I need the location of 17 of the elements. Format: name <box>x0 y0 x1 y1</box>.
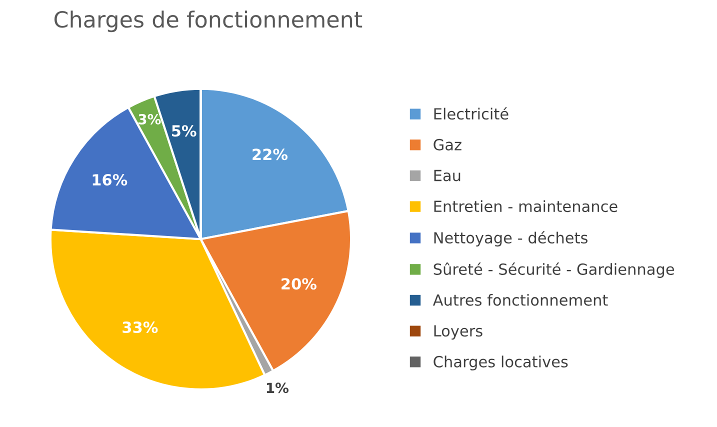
data-label: 22% <box>252 148 288 160</box>
legend-label: Autres fonctionnement <box>432 294 608 306</box>
chart-title: Charges de fonctionnement <box>54 10 362 32</box>
legend-label: Entretien - maintenance <box>434 200 618 212</box>
data-label: 20% <box>282 278 316 290</box>
data-label: 5% <box>172 125 196 137</box>
legend-label: Gaz <box>434 138 462 150</box>
data-label: 1% <box>266 382 289 394</box>
legend-label: Eau <box>434 170 460 182</box>
data-label: 16% <box>92 174 128 186</box>
data-label: 33% <box>122 322 158 334</box>
data-label: 3% <box>138 114 161 125</box>
legend-label: Nettoyage - déchets <box>434 231 588 247</box>
legend-label: Loyers <box>434 325 482 340</box>
legend-label: Sûreté - Sécurité - Gardiennage <box>434 262 674 278</box>
legend-label: Charges locatives <box>434 356 568 370</box>
legend-label: Electricité <box>434 107 508 120</box>
